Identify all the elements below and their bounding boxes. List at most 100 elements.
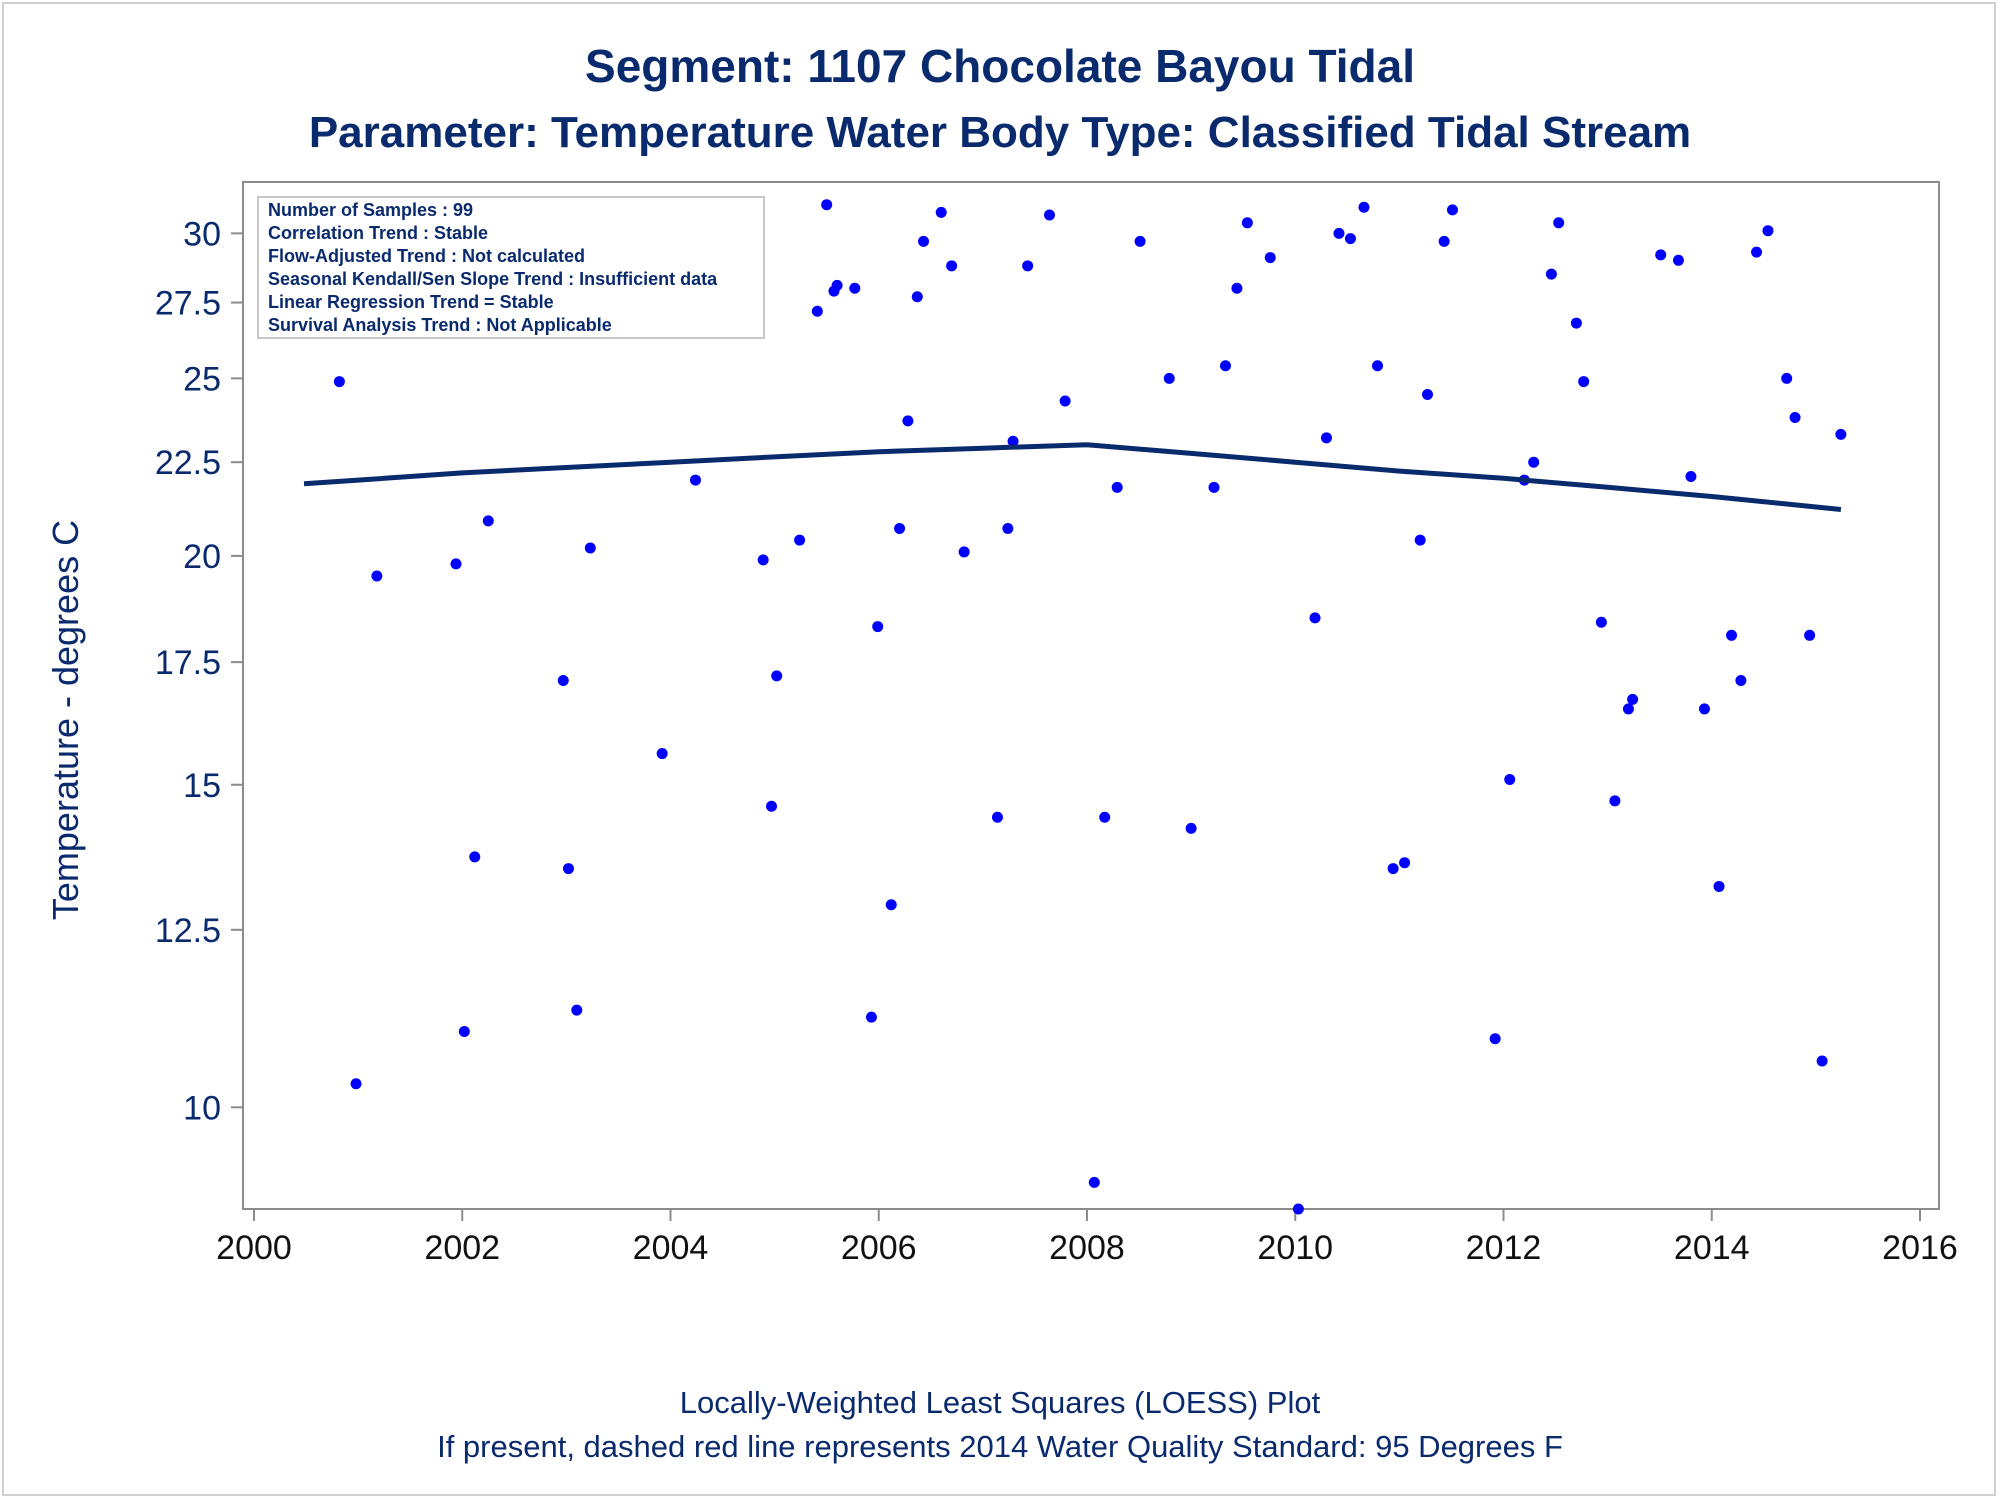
y-tick-label: 22.5 xyxy=(155,444,221,482)
data-point xyxy=(1446,204,1458,216)
data-point xyxy=(1595,616,1607,628)
y-axis-label: Temperature - degrees C xyxy=(45,520,86,920)
data-point xyxy=(1438,235,1450,247)
data-point xyxy=(689,474,701,486)
y-tick-label: 17.5 xyxy=(155,644,221,682)
data-point xyxy=(371,570,383,582)
y-tick-label: 10 xyxy=(183,1089,221,1127)
data-point xyxy=(1622,703,1634,715)
data-point xyxy=(757,554,769,566)
data-point xyxy=(1358,201,1370,213)
footnote-loess: Locally-Weighted Least Squares (LOESS) P… xyxy=(680,1385,1321,1420)
data-point xyxy=(1372,360,1384,372)
loess-line xyxy=(303,442,1842,512)
data-point xyxy=(450,558,462,570)
data-point xyxy=(1528,456,1540,468)
data-point xyxy=(766,800,778,812)
x-tick-label: 2008 xyxy=(1049,1229,1125,1267)
x-tick-label: 2000 xyxy=(216,1229,292,1267)
x-tick-label: 2010 xyxy=(1257,1229,1333,1267)
data-point xyxy=(1219,360,1231,372)
y-tick-label: 15 xyxy=(183,767,221,805)
data-point xyxy=(1713,880,1725,892)
data-point xyxy=(1835,428,1847,440)
data-point xyxy=(872,621,884,633)
data-point xyxy=(333,376,345,388)
data-point xyxy=(1698,703,1710,715)
data-point xyxy=(1002,523,1014,535)
data-point xyxy=(1762,225,1774,237)
data-point xyxy=(849,282,861,294)
data-point xyxy=(1344,233,1356,245)
data-point xyxy=(562,863,574,875)
inset-line: Seasonal Kendall/Sen Slope Trend : Insuf… xyxy=(268,269,718,289)
data-point xyxy=(1088,1176,1100,1188)
data-point xyxy=(1789,412,1801,424)
data-point xyxy=(1022,260,1034,272)
data-point xyxy=(958,546,970,558)
inset-line: Linear Regression Trend = Stable xyxy=(268,292,554,312)
data-point xyxy=(1578,376,1590,388)
x-tick-label: 2012 xyxy=(1466,1229,1542,1267)
data-point xyxy=(482,515,494,527)
data-point xyxy=(1059,395,1071,407)
data-point xyxy=(902,415,914,427)
data-point xyxy=(1333,227,1345,239)
data-point xyxy=(1163,372,1175,384)
data-point xyxy=(885,899,897,911)
data-point xyxy=(811,305,823,317)
data-point xyxy=(1685,470,1697,482)
data-point xyxy=(935,206,947,218)
data-point xyxy=(1387,863,1399,875)
data-point xyxy=(1489,1033,1501,1045)
data-point xyxy=(771,670,783,682)
data-point xyxy=(1414,534,1426,546)
y-tick-label: 27.5 xyxy=(155,285,221,323)
plot-border xyxy=(242,181,1940,1210)
inset-line: Survival Analysis Trend : Not Applicable xyxy=(268,315,612,335)
data-point xyxy=(1609,795,1621,807)
inset-line: Number of Samples : 99 xyxy=(268,200,473,220)
data-point xyxy=(794,534,806,546)
data-point xyxy=(991,811,1003,823)
data-point xyxy=(946,260,958,272)
data-point xyxy=(1185,822,1197,834)
data-point xyxy=(656,748,668,760)
data-point xyxy=(469,851,481,863)
data-point xyxy=(1672,254,1684,266)
data-point xyxy=(821,199,833,211)
data-point xyxy=(1264,252,1276,264)
data-point xyxy=(1399,857,1411,869)
inset-line: Flow-Adjusted Trend : Not calculated xyxy=(268,246,585,266)
data-point xyxy=(1553,217,1565,229)
data-point xyxy=(865,1011,877,1023)
data-point xyxy=(1241,217,1253,229)
data-point xyxy=(1804,629,1816,641)
data-point xyxy=(1816,1055,1828,1067)
data-point xyxy=(1421,388,1433,400)
x-tick-label: 2016 xyxy=(1882,1229,1958,1267)
chart-subtitle: Parameter: Temperature Water Body Type: … xyxy=(309,108,1691,157)
data-point xyxy=(571,1004,583,1016)
data-point xyxy=(911,291,923,303)
data-point xyxy=(1545,268,1557,280)
data-point xyxy=(1320,432,1332,444)
inset-line: Correlation Trend : Stable xyxy=(268,223,488,243)
data-point xyxy=(584,542,596,554)
data-point xyxy=(1044,209,1056,221)
data-point xyxy=(1309,612,1321,624)
data-point xyxy=(1099,811,1111,823)
data-point xyxy=(350,1078,362,1090)
plot-area: 2000 2002 2004 2006 2008 2010 2012 2014 2016 10 12… xyxy=(155,181,1958,1267)
data-point xyxy=(1231,282,1243,294)
data-point xyxy=(894,523,906,535)
data-point xyxy=(1751,246,1763,258)
x-tick-label: 2004 xyxy=(633,1229,709,1267)
x-tick-label: 2006 xyxy=(841,1229,917,1267)
data-point xyxy=(1134,235,1146,247)
data-point xyxy=(1111,481,1123,493)
data-point xyxy=(918,235,930,247)
data-point xyxy=(831,279,843,291)
